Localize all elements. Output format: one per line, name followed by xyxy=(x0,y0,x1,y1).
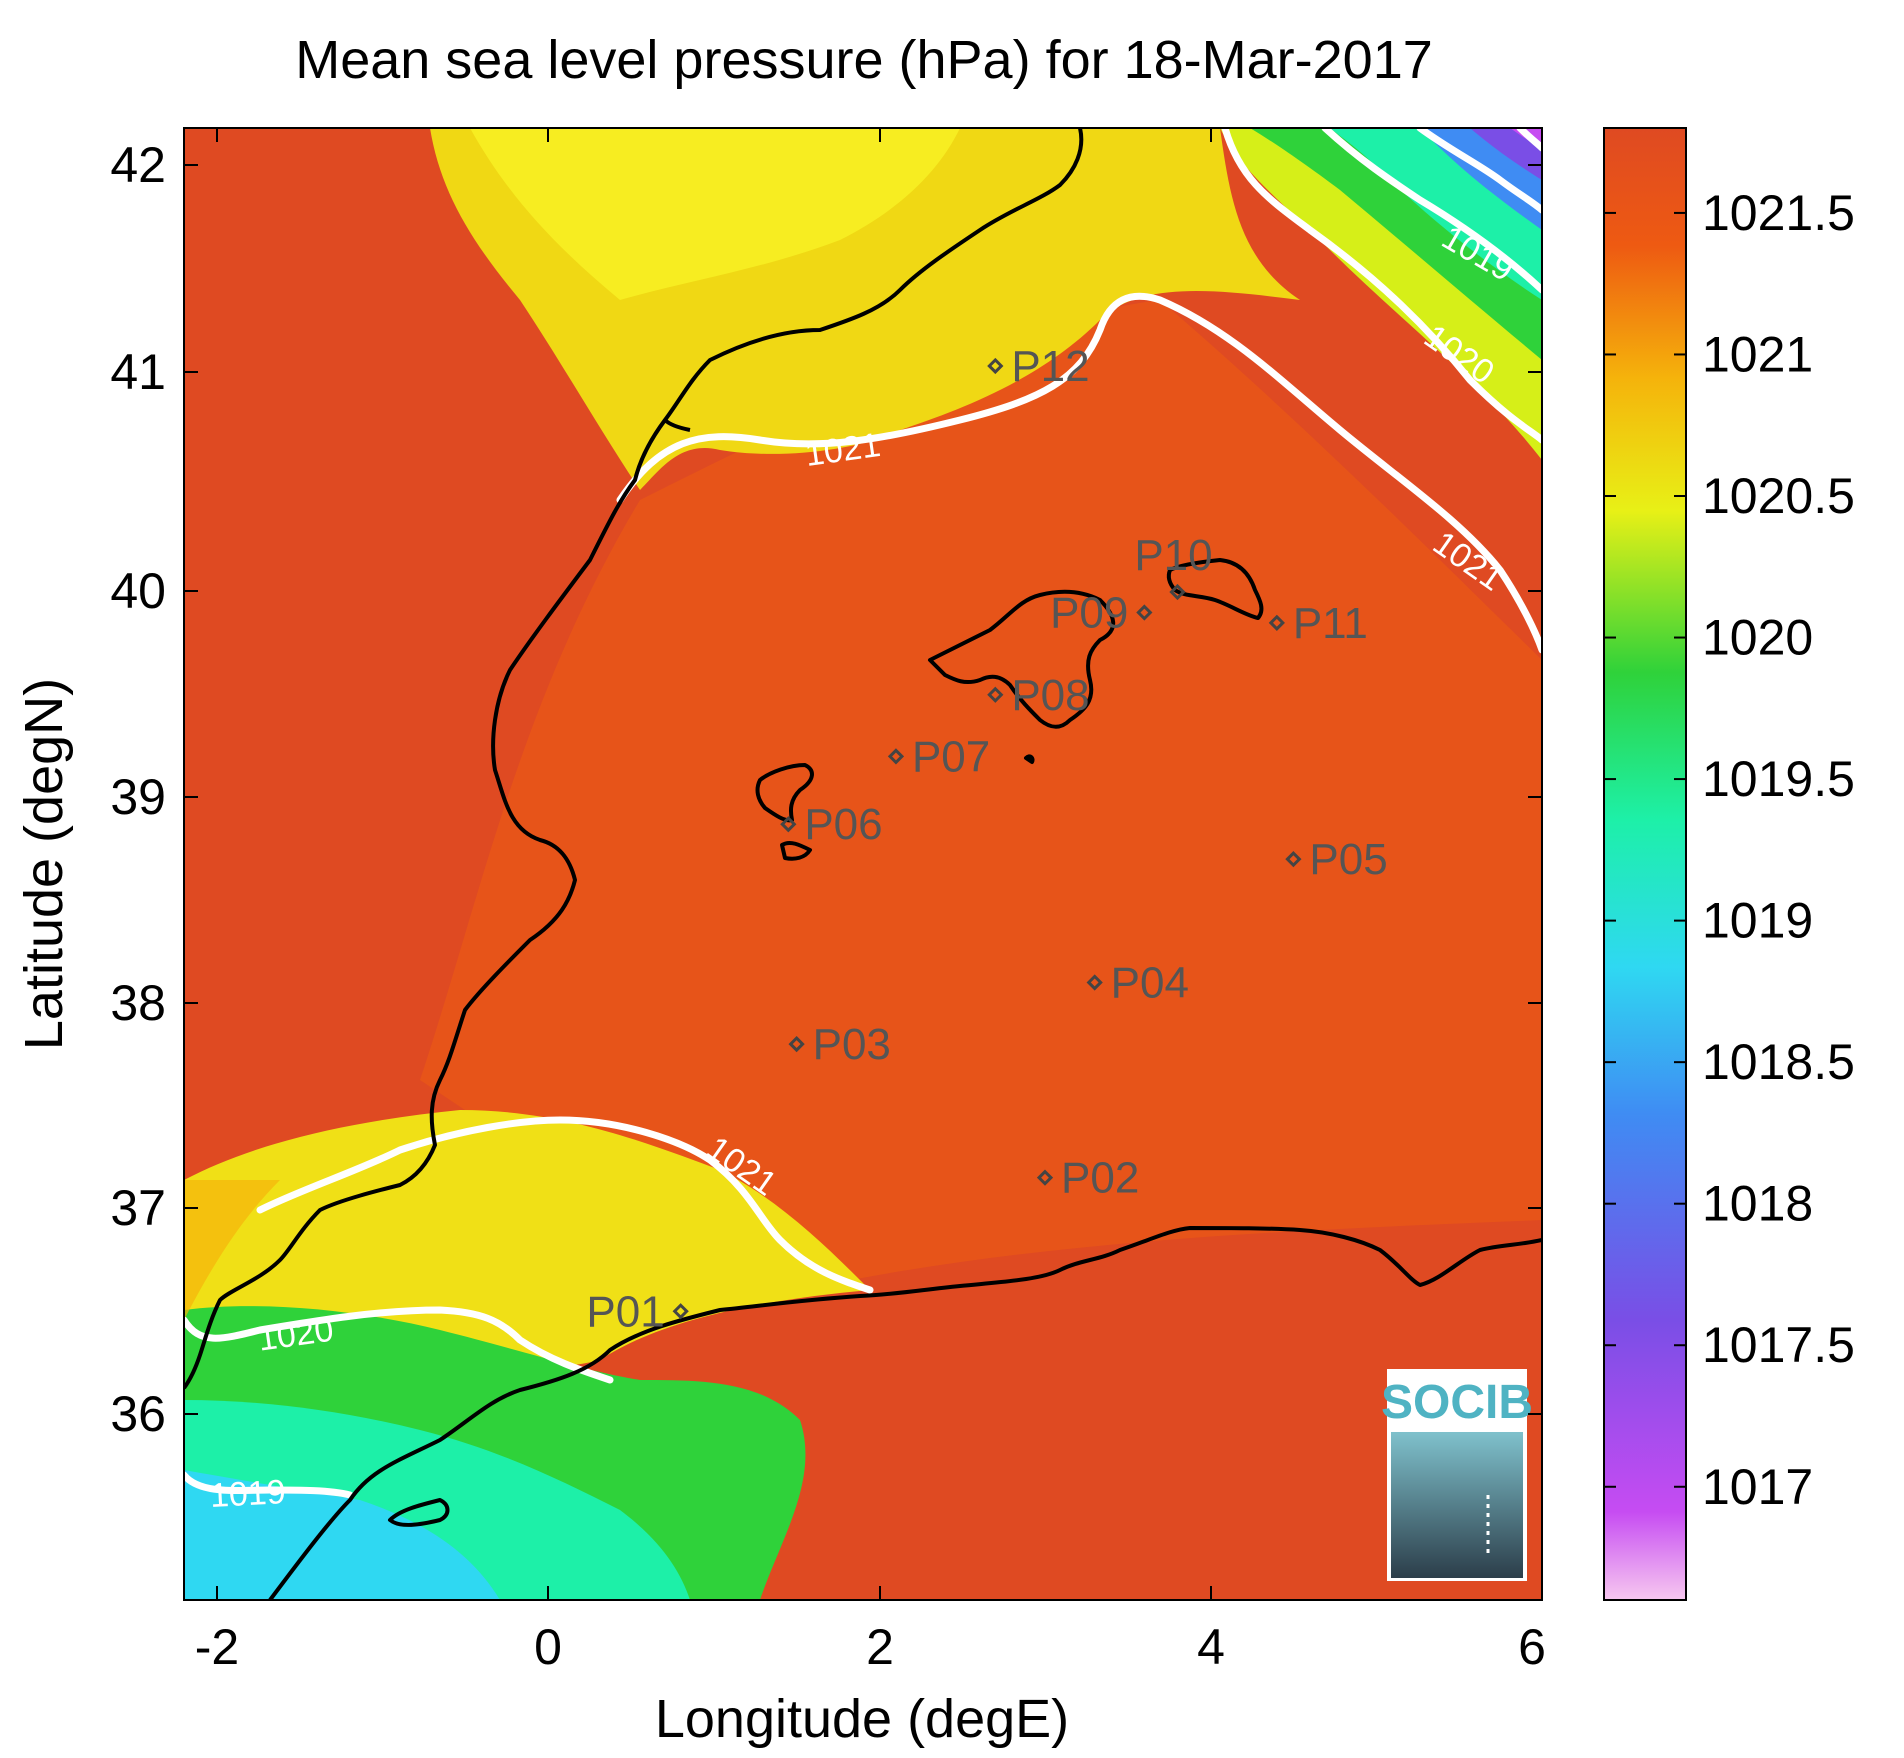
station-label: P08 xyxy=(1011,671,1089,720)
map-frame xyxy=(183,127,1543,1601)
contour-label: 1019 xyxy=(209,1473,287,1515)
pressure-field xyxy=(184,128,1542,1600)
x-tick-label: 2 xyxy=(866,1619,894,1675)
station-diamond xyxy=(1136,604,1153,621)
station-diamond xyxy=(987,686,1004,703)
station-label: P12 xyxy=(1011,342,1089,391)
y-tick-labels: 36 37 38 39 40 41 42 xyxy=(110,137,166,1442)
y-tick-label: 36 xyxy=(110,1386,166,1442)
colorbar-tick-label: 1021.5 xyxy=(1702,185,1855,241)
station-marker: P05 xyxy=(1285,835,1388,884)
station-marker: P08 xyxy=(987,671,1090,720)
y-tick-label: 39 xyxy=(110,769,166,825)
x-axis-ticks xyxy=(216,128,1543,1600)
isobar-contours xyxy=(184,128,1542,1499)
socib-logo: SOCIB xyxy=(1381,1369,1533,1581)
station-label: P03 xyxy=(813,1020,891,1069)
station-diamond xyxy=(788,1035,805,1053)
y-tick-label: 38 xyxy=(110,975,166,1031)
colorbar-tick-label: 1018 xyxy=(1702,1176,1813,1232)
colorbar-tick-label: 1021 xyxy=(1702,326,1813,382)
station-label: P05 xyxy=(1309,835,1387,884)
y-tick-label: 40 xyxy=(110,563,166,619)
y-tick-label: 42 xyxy=(110,137,166,193)
station-marker: P04 xyxy=(1086,958,1189,1007)
station-marker: P01 xyxy=(586,1287,689,1336)
station-diamond xyxy=(672,1303,689,1320)
coastline xyxy=(184,128,1542,1600)
station-label: P07 xyxy=(912,732,990,781)
colorbar: 1017 1017.5 1018 1018.5 1019 1019.5 1020 1020.5… xyxy=(1603,127,1855,1601)
x-tick-label: 0 xyxy=(534,1619,562,1675)
station-label: P09 xyxy=(1050,589,1128,638)
station-marker: P07 xyxy=(887,732,990,781)
y-tick-label: 37 xyxy=(110,1180,166,1236)
x-tick-label: -2 xyxy=(195,1619,239,1675)
station-label: P02 xyxy=(1061,1154,1139,1203)
logo-text: SOCIB xyxy=(1381,1376,1533,1429)
colorbar-tick-label: 1019 xyxy=(1702,893,1813,949)
x-tick-label: 4 xyxy=(1197,1619,1225,1675)
station-diamond xyxy=(1086,974,1103,991)
colorbar-tick-label: 1018.5 xyxy=(1702,1034,1855,1090)
x-tick-labels: -2 0 2 4 6 xyxy=(195,1619,1546,1675)
x-tick-label: 6 xyxy=(1518,1619,1546,1675)
station-marker: P12 xyxy=(987,342,1090,391)
station-label: P04 xyxy=(1111,958,1189,1007)
station-label: P01 xyxy=(586,1287,664,1336)
colorbar-tick-label: 1019.5 xyxy=(1702,751,1855,807)
chart-title: Mean sea level pressure (hPa) for 18-Mar… xyxy=(295,30,1433,90)
y-tick-label: 41 xyxy=(110,344,166,400)
station-marker: P10 xyxy=(1134,531,1213,601)
station-marker: P11 xyxy=(1268,599,1368,648)
station-marker: P06 xyxy=(780,800,883,849)
station-diamond xyxy=(780,816,797,833)
station-diamond xyxy=(987,357,1004,375)
colorbar-tick-label: 1020 xyxy=(1702,610,1813,666)
station-label: P11 xyxy=(1293,599,1368,648)
colorbar-tick-label: 1017.5 xyxy=(1702,1317,1855,1373)
station-diamond xyxy=(1268,614,1285,631)
station-marker: P03 xyxy=(788,1020,891,1069)
station-label: P06 xyxy=(804,800,882,849)
station-diamond xyxy=(1285,851,1302,868)
x-axis-label: Longitude (degE) xyxy=(655,1689,1069,1749)
y-axis-label: Latitude (degN) xyxy=(14,678,74,1050)
station-diamond xyxy=(887,748,905,765)
station-diamond xyxy=(1169,583,1186,601)
y-axis-ticks xyxy=(184,164,1542,1415)
colorbar-ticks: 1017 1017.5 1018 1018.5 1019 1019.5 1020 1020.5… xyxy=(1604,185,1855,1515)
station-marker: P09 xyxy=(1050,589,1153,638)
station-diamond xyxy=(1036,1169,1054,1186)
colorbar-tick-label: 1020.5 xyxy=(1702,468,1855,524)
colorbar-tick-label: 1017 xyxy=(1702,1459,1813,1515)
colorbar-gradient xyxy=(1603,127,1687,1601)
station-label: P10 xyxy=(1134,531,1212,580)
station-marker: P02 xyxy=(1036,1154,1139,1203)
